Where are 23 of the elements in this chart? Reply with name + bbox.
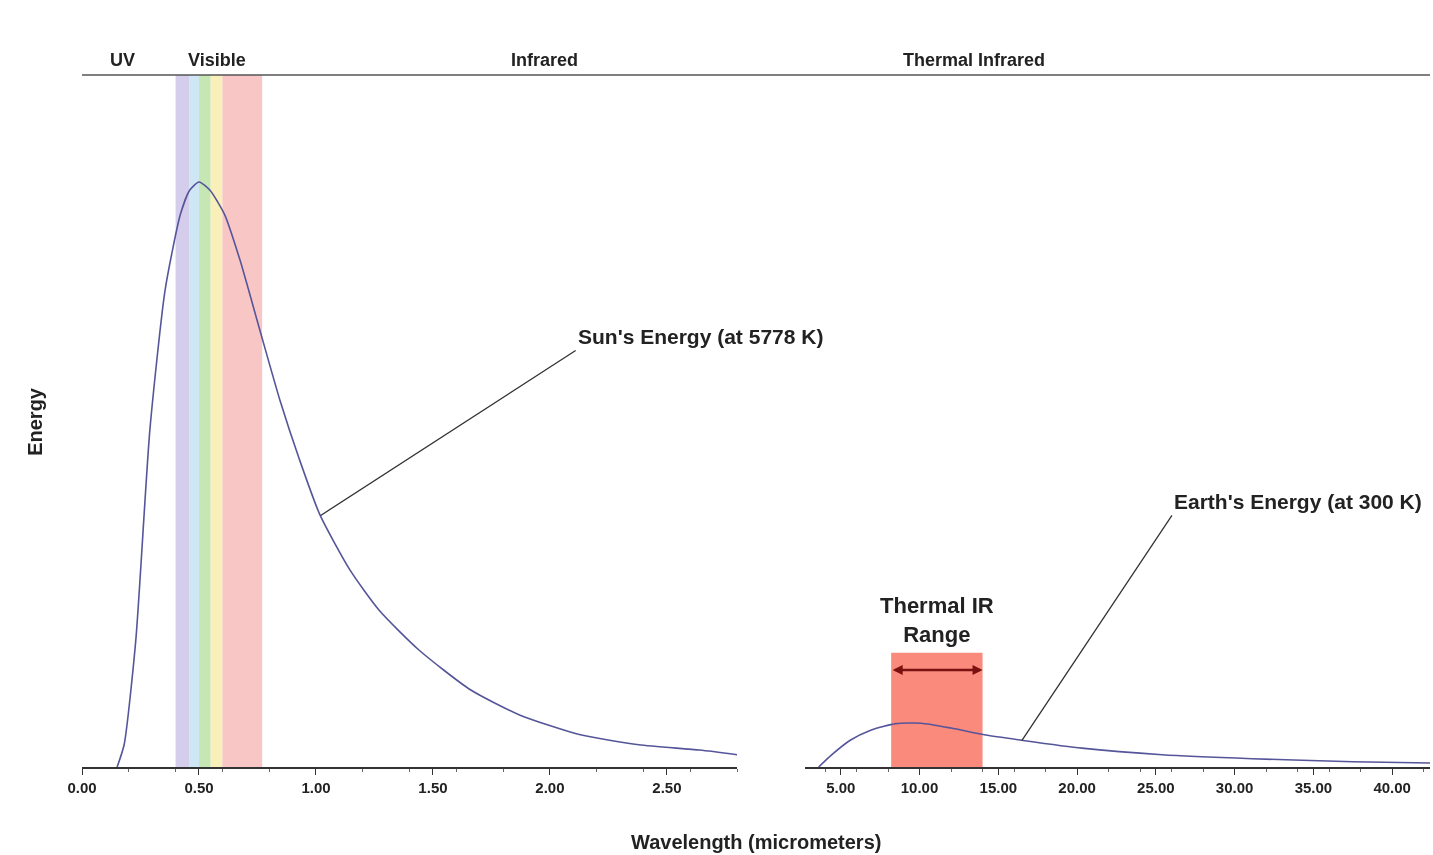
x-tick-label: 0.50 xyxy=(184,778,214,796)
x-tick-label: 2.00 xyxy=(535,778,565,796)
x-tick-label: 25.00 xyxy=(1137,778,1175,796)
x-tick-label: 15.00 xyxy=(979,778,1018,796)
x-tick-label: 35.00 xyxy=(1294,778,1333,796)
x-tick-label: 5.00 xyxy=(826,778,856,796)
band-label: Thermal IR Range xyxy=(880,593,994,647)
text: Thermal Infrared xyxy=(903,50,1046,70)
x-tick-label: 10.00 xyxy=(900,778,939,796)
x-tick-label: 1.50 xyxy=(418,778,448,796)
x-tick-label: 40.00 xyxy=(1373,778,1411,796)
annotation: Sun's Energy (at 5778 K) xyxy=(578,325,824,348)
x-tick-label: 2.50 xyxy=(652,778,682,796)
x-tick-label: 1.00 xyxy=(301,778,331,796)
x-tick-label: 0.00 xyxy=(67,778,97,796)
text: Visible xyxy=(188,50,246,70)
x-tick-label: 20.00 xyxy=(1058,778,1096,796)
text: UV xyxy=(110,50,136,70)
y-axis-title: Energy xyxy=(23,387,46,456)
x-tick-label: 30.00 xyxy=(1215,778,1254,796)
text: Infrared xyxy=(511,50,579,70)
annotation: Earth's Energy (at 300 K) xyxy=(1174,490,1422,513)
x-axis-title: Wavelength (micrometers) xyxy=(631,831,882,853)
